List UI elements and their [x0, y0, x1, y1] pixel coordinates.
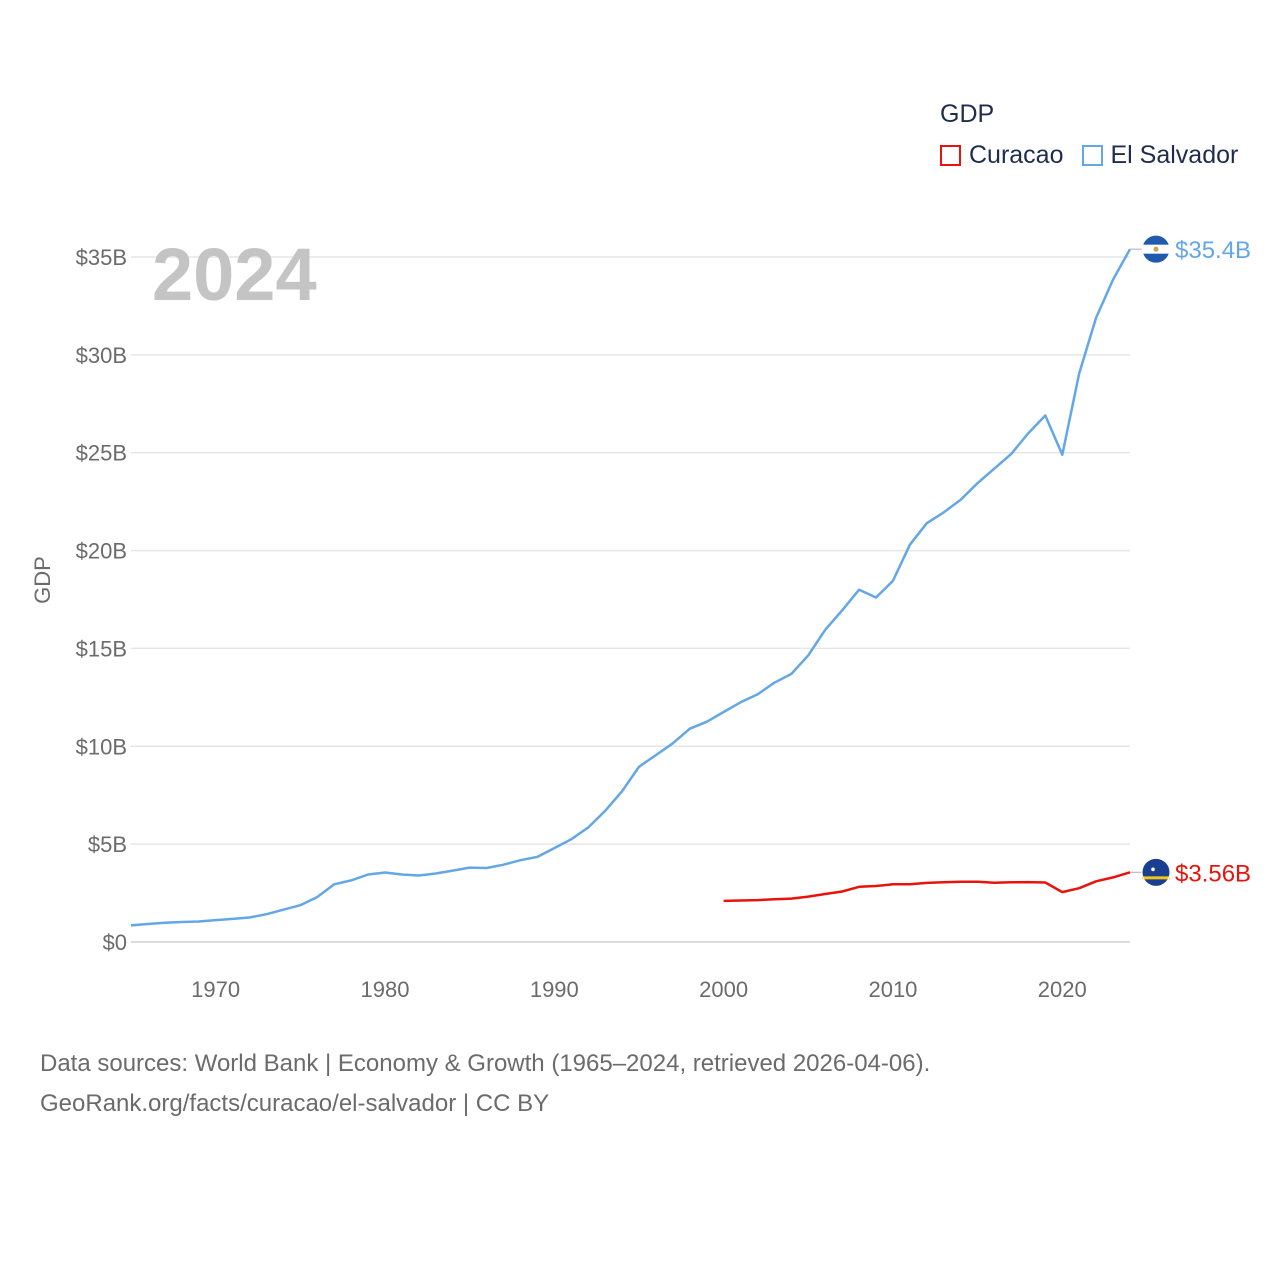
curacao-flag-icon [1141, 857, 1171, 887]
y-tick-label: $15B [76, 636, 127, 661]
legend-swatch-curacao [940, 145, 961, 166]
x-tick-label: 1990 [530, 977, 579, 1002]
series-line-el-salvador [130, 248, 1132, 927]
y-tick-label: $25B [76, 441, 127, 466]
legend-items: Curacao El Salvador [940, 141, 1256, 170]
legend-label-curacao: Curacao [969, 141, 1064, 169]
x-tick-label: 2020 [1038, 977, 1087, 1002]
legend-item-curacao[interactable]: Curacao [940, 141, 1064, 170]
x-tick-label: 1970 [191, 977, 240, 1002]
source-note: Data sources: World Bank | Economy & Gro… [40, 1044, 930, 1124]
legend-swatch-el-salvador [1081, 145, 1103, 166]
y-tick-label: $30B [76, 343, 127, 368]
series-line-curacao [723, 871, 1131, 903]
series-end-markers: $3.56B $35.4B [1130, 234, 1251, 887]
x-tick-label: 2000 [699, 977, 748, 1002]
y-tick-label: $10B [76, 734, 127, 759]
y-tick-label: $0 [103, 930, 127, 955]
legend-item-el-salvador[interactable]: El Salvador [1081, 141, 1239, 170]
gdp-line-chart: $0$5B$10B$15B$20B$25B$30B$35B 1970 1980 19… [30, 233, 1251, 1002]
y-axis-title: GDP [30, 556, 55, 604]
source-line-1: Data sources: World Bank | Economy & Gro… [40, 1050, 931, 1077]
y-tick-label: $20B [76, 539, 127, 564]
gridlines [131, 256, 1130, 943]
legend-label-el-salvador: El Salvador [1110, 141, 1239, 169]
legend: GDP Curacao El Salvador [940, 100, 1256, 170]
series-lines [130, 248, 1132, 927]
end-value-label: $35.4B [1175, 237, 1251, 264]
end-value-label: $3.56B [1175, 860, 1251, 887]
el-salvador-flag-icon [1141, 234, 1171, 264]
x-axis-ticks: 1970 1980 1990 2000 2010 2020 [191, 977, 1087, 1002]
legend-title: GDP [940, 100, 995, 128]
y-axis-ticks: $0 $5B $10B $15B $20B $25B $30B $35B [76, 245, 127, 955]
x-tick-label: 2010 [868, 977, 917, 1002]
year-overlay: 2024 [152, 233, 317, 316]
y-tick-label: $35B [76, 245, 127, 270]
source-line-2[interactable]: GeoRank.org/facts/curacao/el-salvador | … [40, 1090, 550, 1117]
x-tick-label: 1980 [361, 977, 410, 1002]
y-tick-label: $5B [88, 832, 127, 857]
